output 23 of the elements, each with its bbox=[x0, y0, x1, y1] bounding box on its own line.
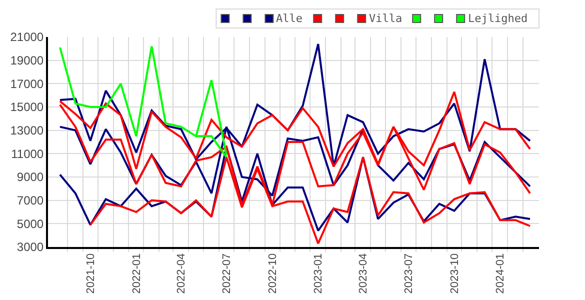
y-tick-label: 15000 bbox=[10, 100, 44, 114]
legend-label: Alle bbox=[276, 12, 302, 25]
x-tick-label: 2023-10 bbox=[448, 253, 461, 294]
y-tick-label: 5000 bbox=[16, 216, 44, 231]
x-tick-label: 2024-01 bbox=[494, 253, 507, 294]
y-tick-label: 11000 bbox=[11, 146, 44, 161]
x-tick-label: 2022-04 bbox=[176, 253, 188, 294]
y-tick-label: 3000 bbox=[16, 240, 44, 254]
y-tick-label: 7000 bbox=[16, 194, 44, 208]
y-tick-label: 9000 bbox=[16, 170, 44, 184]
y-tick-label: 19000 bbox=[10, 54, 44, 68]
legend-label: Villa bbox=[369, 12, 402, 25]
y-tick-label: 13000 bbox=[10, 124, 44, 138]
legend-label: Lejlighed bbox=[468, 12, 528, 25]
x-tick-label: 2023-07 bbox=[402, 253, 415, 294]
x-tick-label: 2023-01 bbox=[312, 253, 325, 294]
x-tick-label: 2022-07 bbox=[221, 253, 234, 294]
x-tick-label: 2022-10 bbox=[266, 253, 279, 294]
y-tick-label: 17000 bbox=[10, 76, 44, 91]
x-tick-label: 2022-01 bbox=[130, 253, 143, 294]
x-tick-label: 2021-10 bbox=[84, 253, 97, 294]
y-tick-label: 21000 bbox=[10, 30, 44, 44]
x-tick-label: 2023-04 bbox=[358, 253, 370, 294]
